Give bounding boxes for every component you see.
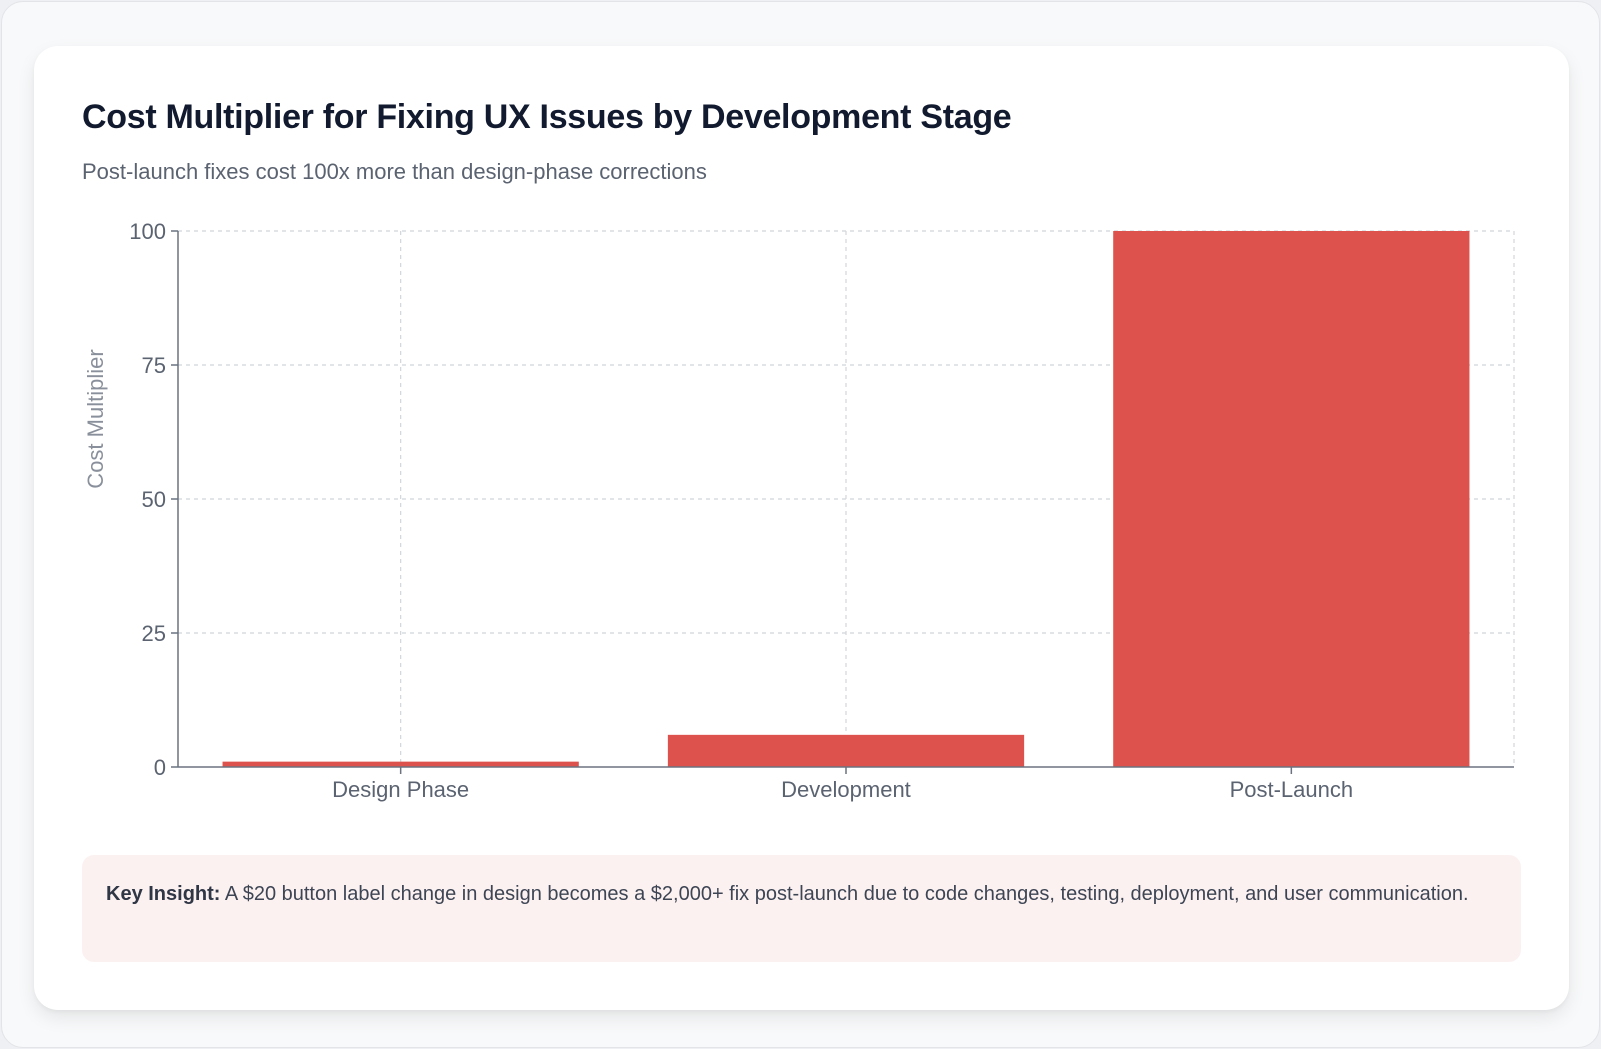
y-tick-label: 100 [129,219,166,244]
y-tick-label: 25 [142,621,166,646]
bar-post-launch [1113,231,1470,767]
bar-design-phase [222,761,579,767]
y-tick-label: 0 [154,755,166,780]
y-tick-label: 75 [142,353,166,378]
key-insight-box: Key Insight: A $20 button label change i… [82,855,1521,962]
x-tick-label: Post-Launch [1230,777,1354,802]
chart-subtitle: Post-launch fixes cost 100x more than de… [82,159,707,184]
x-tick-label: Development [781,777,911,802]
bar-chart: 0 25 50 75 100 Design Phase Development Post-La… [34,46,1569,846]
bar-development [667,734,1025,767]
x-tick-label: Design Phase [332,777,469,802]
key-insight-label: Key Insight: [106,883,221,905]
chart-title: Cost Multiplier for Fixing UX Issues by … [82,98,1012,136]
key-insight-text: A $20 button label change in design beco… [220,883,1469,905]
chart-card: Cost Multiplier for Fixing UX Issues by … [34,46,1569,1010]
y-tick-label: 50 [142,487,166,512]
y-axis-label: Cost Multiplier [83,349,108,488]
bar-chart-svg: 0 25 50 75 100 Design Phase Development Post-La… [83,219,1515,802]
